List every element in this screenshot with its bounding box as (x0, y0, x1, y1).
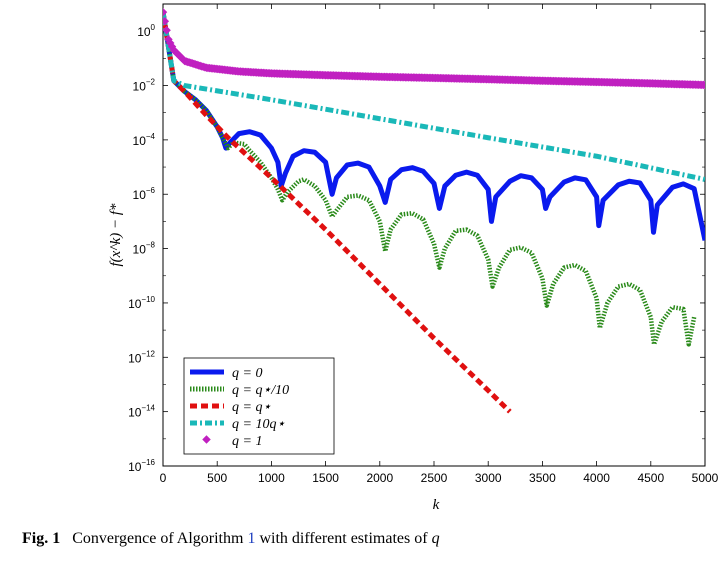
legend-label-10qstar: q = 10q⋆ (232, 417, 285, 432)
series-q-10q (163, 11, 705, 182)
y-tick-label: 10−12 (128, 349, 155, 365)
legend-label-q0: q = 0 (232, 366, 262, 381)
x-tick-label: 500 (207, 471, 227, 485)
y-tick-label: 10−16 (128, 458, 155, 474)
caption-text-after: with different estimates of (259, 530, 428, 547)
series-q-q-10 (163, 11, 697, 347)
tick-labels: 0 500 1000 1500 2000 2500 3000 3500 4000 4500 5000… (128, 23, 719, 485)
x-tick-label: 0 (160, 471, 167, 485)
x-tick-label: 2500 (421, 471, 448, 485)
legend-label-qstar-10: q = q⋆/10 (232, 383, 289, 398)
series-q-0 (163, 11, 705, 241)
y-tick-label: 10−14 (128, 404, 155, 420)
x-tick-label: 4000 (583, 471, 610, 485)
series-q-1 (163, 7, 705, 90)
caption-var: q (431, 530, 440, 547)
y-tick-label: 10−8 (133, 241, 156, 257)
series-layer (163, 7, 705, 414)
legend: q = 0 q = q⋆/10 q = q⋆ q = 10q⋆ q = 1 (183, 357, 335, 455)
caption-algorithm-ref[interactable]: 1 (247, 530, 256, 547)
x-tick-label: 2000 (366, 471, 393, 485)
x-tick-label: 3500 (529, 471, 556, 485)
y-tick-label: 10−6 (133, 186, 156, 202)
x-tick-label: 1000 (258, 471, 285, 485)
convergence-chart: 0 500 1000 1500 2000 2500 3000 3500 4000 4500 5000… (108, 3, 719, 513)
legend-label-q1: q = 1 (232, 434, 262, 449)
y-tick-label: 100 (137, 23, 155, 39)
y-axis-label: f(x^k) − f* (108, 203, 124, 267)
legend-label-qstar: q = q⋆ (232, 400, 271, 415)
x-tick-label: 5000 (692, 471, 719, 485)
x-tick-label: 4500 (637, 471, 664, 485)
y-tick-label: 10−10 (128, 295, 155, 311)
y-tick-label: 10−2 (133, 78, 156, 94)
figure-caption: Fig. 1 Convergence of Algorithm 1 with d… (22, 530, 440, 548)
x-axis-label: k (433, 497, 440, 513)
caption-text-before: Convergence of Algorithm (72, 530, 244, 547)
axis-ticks (162, 4, 706, 467)
x-tick-label: 1500 (312, 471, 339, 485)
legend-swatch-q1 (202, 435, 211, 444)
series-q-q (163, 11, 512, 414)
x-tick-label: 3000 (475, 471, 502, 485)
y-tick-label: 10−4 (133, 132, 156, 148)
caption-fig-label: Fig. 1 (22, 530, 61, 547)
